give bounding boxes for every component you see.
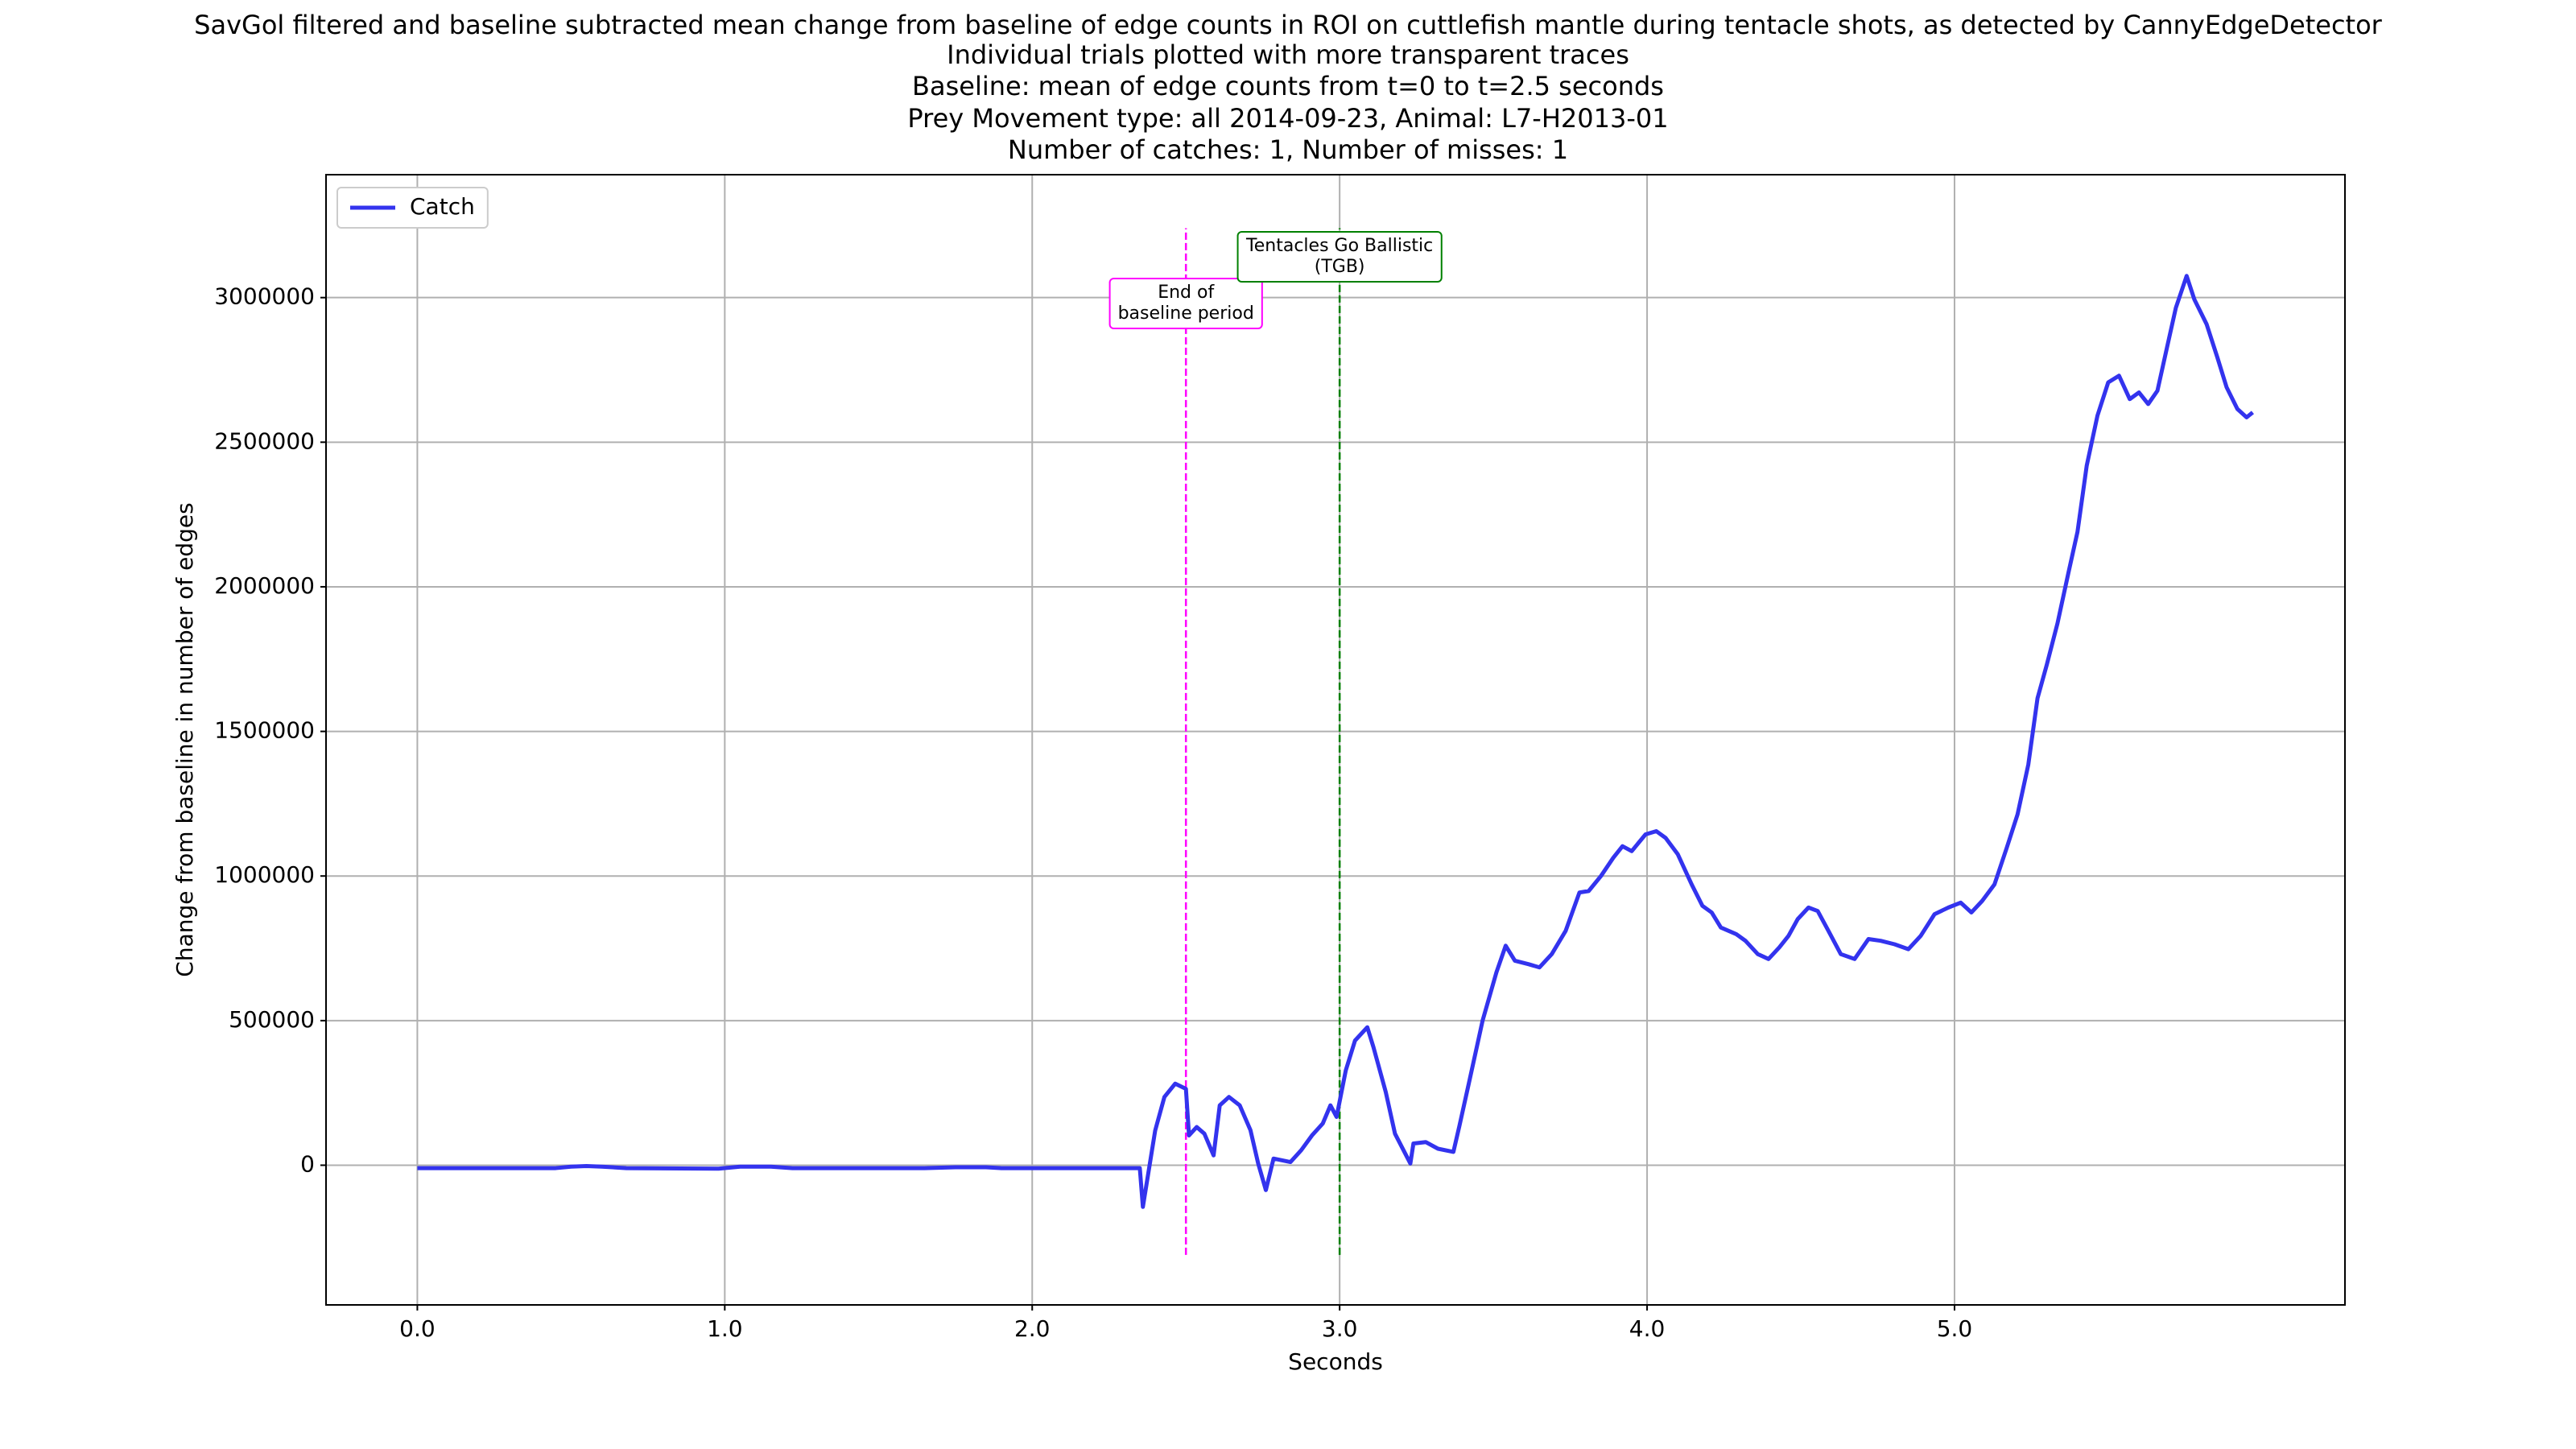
y-tick-label: 2000000: [214, 572, 315, 599]
y-tick-label: 3000000: [214, 283, 315, 310]
annotation-text: End of: [1158, 283, 1215, 303]
data-line: [417, 274, 2254, 1209]
annotation-text: baseline period: [1118, 303, 1254, 324]
x-tick-label: 1.0: [707, 1315, 743, 1342]
y-tick-label: 1000000: [214, 861, 315, 888]
y-tick-label: 2500000: [214, 427, 315, 454]
x-tick-label: 0.0: [399, 1315, 436, 1342]
legend: Catch: [336, 187, 489, 229]
x-tick-label: 2.0: [1014, 1315, 1051, 1342]
x-tick-label: 5.0: [1937, 1315, 1973, 1342]
y-axis-label: Change from baseline in number of edges: [171, 502, 198, 976]
annotation-box: [1108, 278, 1263, 329]
x-axis-label: Seconds: [1288, 1348, 1383, 1375]
annotation-text: Tentacles Go Ballistic: [1245, 236, 1433, 256]
y-tick-label: 500000: [229, 1006, 315, 1033]
chart-title: Number of catches: 1, Number of misses: …: [1008, 134, 1568, 165]
annotation-text: (TGB): [1315, 257, 1365, 277]
chart-title: SavGol filtered and baseline subtracted …: [194, 10, 2382, 40]
annotation: Tentacles Go Ballistic(TGB): [1236, 231, 1443, 283]
x-tick-label: 4.0: [1629, 1315, 1666, 1342]
annotation-box: [1236, 231, 1443, 283]
x-tick-label: 3.0: [1322, 1315, 1358, 1342]
y-tick-label: 0: [300, 1150, 315, 1177]
chart-title: Individual trials plotted with more tran…: [947, 39, 1629, 70]
chart-title: Baseline: mean of edge counts from t=0 t…: [912, 71, 1664, 101]
legend-label: Catch: [410, 193, 475, 220]
legend-box: [336, 187, 489, 229]
chart-title: Prey Movement type: all 2014-09-23, Anim…: [907, 103, 1668, 134]
y-tick-label: 1500000: [214, 717, 315, 744]
plot-frame: [325, 174, 2346, 1306]
